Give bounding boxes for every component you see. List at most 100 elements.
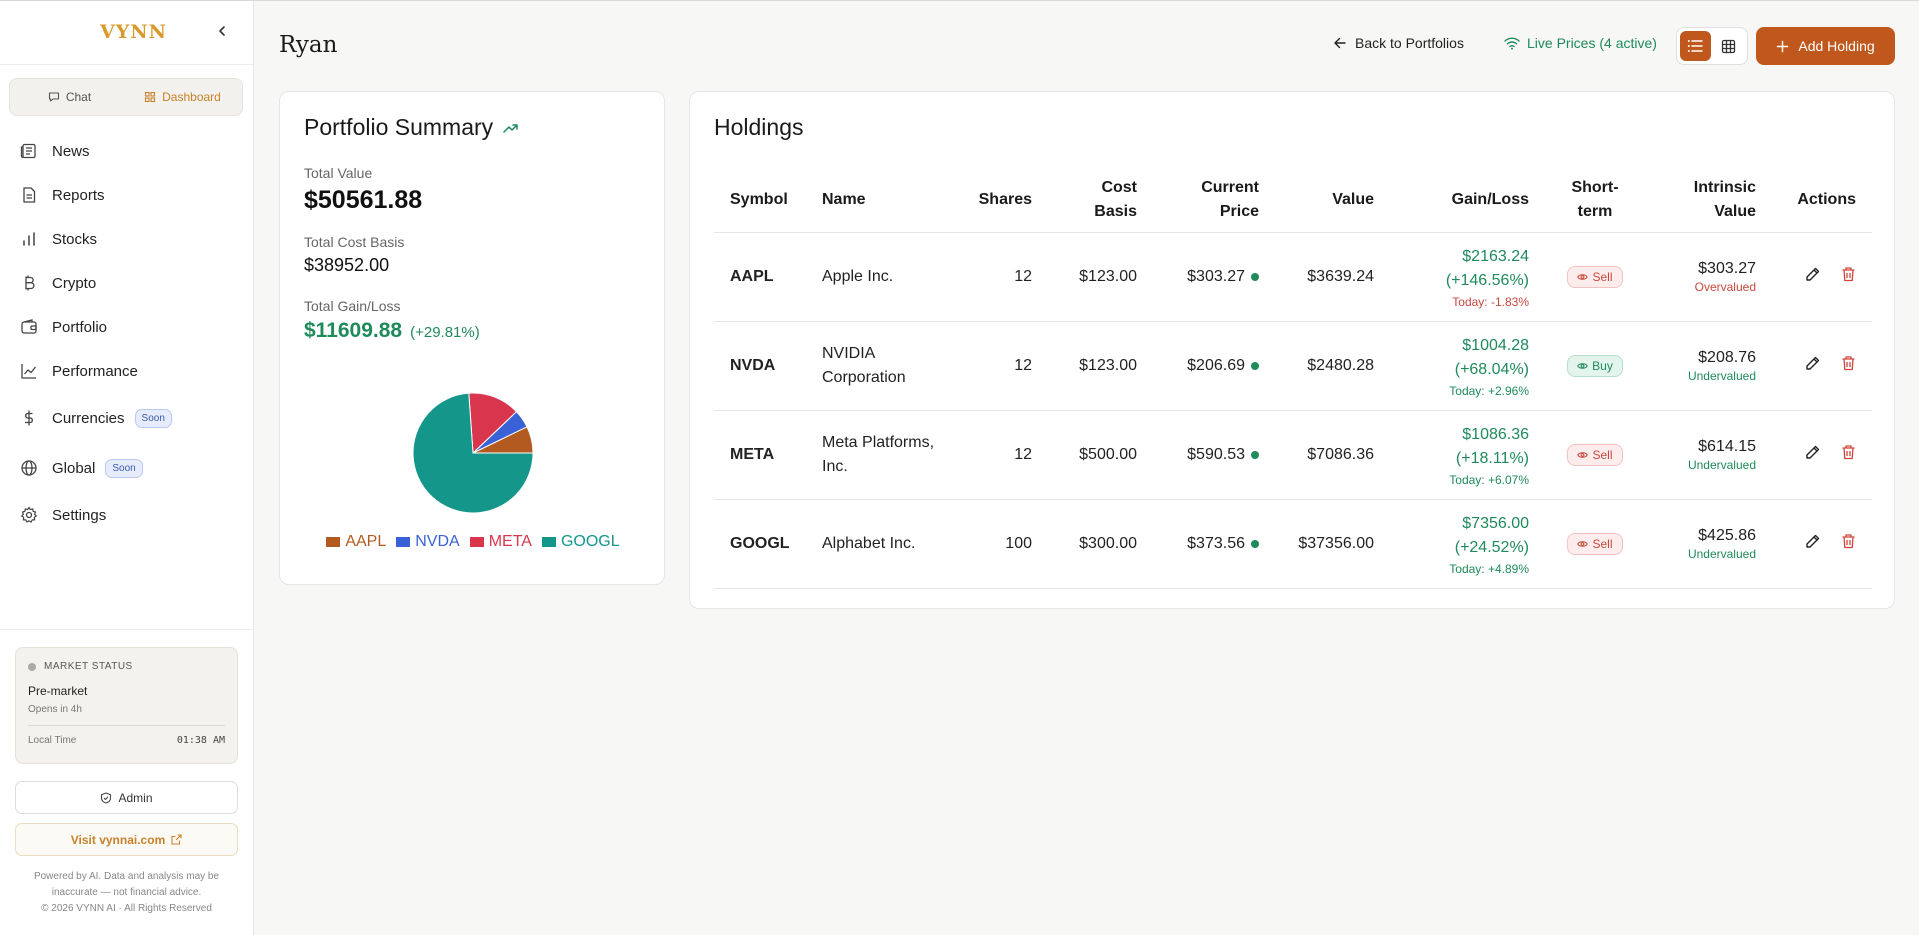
legend-item-googl[interactable]: GOOGL <box>541 533 620 551</box>
table-row[interactable]: META Meta Platforms, Inc. 12 $500.00 $590… <box>714 410 1872 500</box>
trash-icon <box>1842 534 1855 549</box>
legend-swatch-aapl <box>326 537 341 547</box>
today-change: Today: +4.89% <box>1449 561 1529 576</box>
cell-actions <box>1772 321 1872 411</box>
cell-intrinsic-value: $614.15 Undervalued <box>1645 410 1772 500</box>
dashboard-tab[interactable]: Dashboard <box>126 82 239 112</box>
bar-chart-icon <box>20 230 38 248</box>
row-actions <box>1805 266 1856 282</box>
edit-button[interactable] <box>1805 266 1821 282</box>
copyright: © 2026 VYNN AI · All Rights Reserved <box>41 903 212 914</box>
local-time-label: Local Time <box>28 735 77 746</box>
signal-badge: Sell <box>1567 265 1623 288</box>
cell-value: $7086.36 <box>1275 410 1390 500</box>
admin-button[interactable]: Admin <box>15 781 238 814</box>
delete-button[interactable] <box>1841 444 1856 460</box>
col-name[interactable]: Name <box>806 168 956 233</box>
total-value: $50561.88 <box>304 186 423 214</box>
add-holding-button[interactable]: Add Holding <box>1756 27 1895 65</box>
pencil-icon <box>1806 534 1820 548</box>
cell-name: NVIDIA Corporation <box>806 321 956 411</box>
sidebar-item-reports[interactable]: Reports <box>0 173 254 217</box>
delete-button[interactable] <box>1841 533 1856 549</box>
gain-loss-value: $11609.88 <box>304 319 403 342</box>
legend-item-aapl[interactable]: AAPL <box>326 533 386 551</box>
collapse-sidebar-button[interactable] <box>212 21 232 41</box>
live-dot <box>1251 450 1259 459</box>
cell-current-price: $373.56 <box>1153 499 1275 589</box>
signal-label: Sell <box>1592 447 1613 462</box>
gain-percent: (+18.11%) <box>1455 449 1529 467</box>
market-status-dot <box>28 662 36 671</box>
chat-tab[interactable]: Chat <box>13 82 126 112</box>
legend-item-nvda[interactable]: NVDA <box>396 533 460 551</box>
col-intrinsic-value[interactable]: Intrinsic Value <box>1645 168 1772 233</box>
col-value[interactable]: Value <box>1275 168 1390 233</box>
legend-label-meta: META <box>488 533 532 550</box>
table-row[interactable]: AAPL Apple Inc. 12 $123.00 $303.27 $3639… <box>714 232 1872 322</box>
sidebar-item-currencies[interactable]: Currencies Soon <box>0 393 254 443</box>
portfolio-summary-card: Portfolio Summary Total Value $50561.88 … <box>279 91 665 585</box>
cell-cost-basis: $123.00 <box>1048 232 1153 322</box>
disclaimer-line: Powered by AI. Data and analysis may be <box>33 871 220 882</box>
table-row[interactable]: NVDA NVIDIA Corporation 12 $123.00 $206.6… <box>714 321 1872 411</box>
live-dot <box>1251 361 1259 370</box>
cell-value: $2480.28 <box>1275 321 1390 411</box>
sidebar-item-stocks[interactable]: Stocks <box>0 217 254 261</box>
add-holding-label: Add Holding <box>1798 38 1875 54</box>
logo[interactable]: VYNN <box>100 21 168 43</box>
col-gain-loss[interactable]: Gain/Loss <box>1390 168 1545 233</box>
delete-button[interactable] <box>1841 266 1856 282</box>
local-time-value: 01:38 AM <box>176 735 225 746</box>
pie-svg <box>412 392 534 514</box>
cost-basis-value: $38952.00 <box>304 255 390 275</box>
cost-basis-label: Total Cost Basis <box>304 234 405 250</box>
cell-name: Alphabet Inc. <box>806 499 956 589</box>
disclaimer-line: inaccurate — not financial advice. <box>51 887 202 898</box>
sidebar-item-performance[interactable]: Performance <box>0 349 254 393</box>
summary-title-row: Portfolio Summary <box>304 114 519 141</box>
name-line: Meta Platforms, <box>822 433 935 451</box>
cell-value: $37356.00 <box>1275 499 1390 589</box>
pie-legend: AAPL NVDA META GOOGL <box>280 533 666 551</box>
col-symbol[interactable]: Symbol <box>714 168 806 233</box>
gain-loss-row: $11609.88 (+29.81%) <box>304 319 480 343</box>
legend-item-meta[interactable]: META <box>469 533 532 551</box>
dashboard-icon <box>145 91 156 103</box>
visit-website-link[interactable]: Visit vynnai.com <box>15 823 238 856</box>
market-status-card: MARKET STATUS Pre-market Opens in 4h Loc… <box>15 647 238 764</box>
edit-button[interactable] <box>1805 533 1821 549</box>
legend-swatch-nvda <box>396 537 411 547</box>
grid-icon <box>1722 39 1736 53</box>
back-to-portfolios-button[interactable]: Back to Portfolios <box>1333 35 1464 51</box>
pie-slice-meta[interactable] <box>468 392 518 455</box>
pencil-icon <box>1806 445 1820 459</box>
col-shares[interactable]: Shares <box>956 168 1048 233</box>
plus-icon <box>1777 40 1789 52</box>
cell-symbol: NVDA <box>714 321 806 411</box>
pencil-icon <box>1806 267 1820 281</box>
table-row[interactable]: GOOGL Alphabet Inc. 100 $300.00 $373.56 … <box>714 499 1872 589</box>
dashboard-tab-label: Dashboard <box>162 90 221 104</box>
sidebar-item-crypto[interactable]: Crypto <box>0 261 254 305</box>
sidebar-item-global[interactable]: Global Soon <box>0 443 254 493</box>
col-cost-basis[interactable]: Cost Basis <box>1048 168 1153 233</box>
grid-view-button[interactable] <box>1714 31 1745 61</box>
edit-button[interactable] <box>1805 355 1821 371</box>
cell-gain-loss: $2163.24 (+146.56%) Today: -1.83% <box>1390 232 1545 322</box>
pie-slice-googl[interactable] <box>412 392 534 514</box>
col-short-term[interactable]: Short-term <box>1545 168 1645 233</box>
edit-button[interactable] <box>1805 444 1821 460</box>
col-current-price[interactable]: Current Price <box>1153 168 1275 233</box>
list-view-button[interactable] <box>1680 31 1711 61</box>
sidebar-item-news[interactable]: News <box>0 129 254 173</box>
external-link-icon <box>171 834 182 845</box>
delete-button[interactable] <box>1841 355 1856 371</box>
trash-icon <box>1842 267 1855 282</box>
cell-actions <box>1772 410 1872 500</box>
gain-loss-label: Total Gain/Loss <box>304 298 401 314</box>
sidebar-item-label: News <box>52 142 90 160</box>
current-price: $303.27 <box>1187 268 1259 286</box>
sidebar-item-portfolio[interactable]: Portfolio <box>0 305 254 349</box>
sidebar-item-settings[interactable]: Settings <box>0 493 254 537</box>
